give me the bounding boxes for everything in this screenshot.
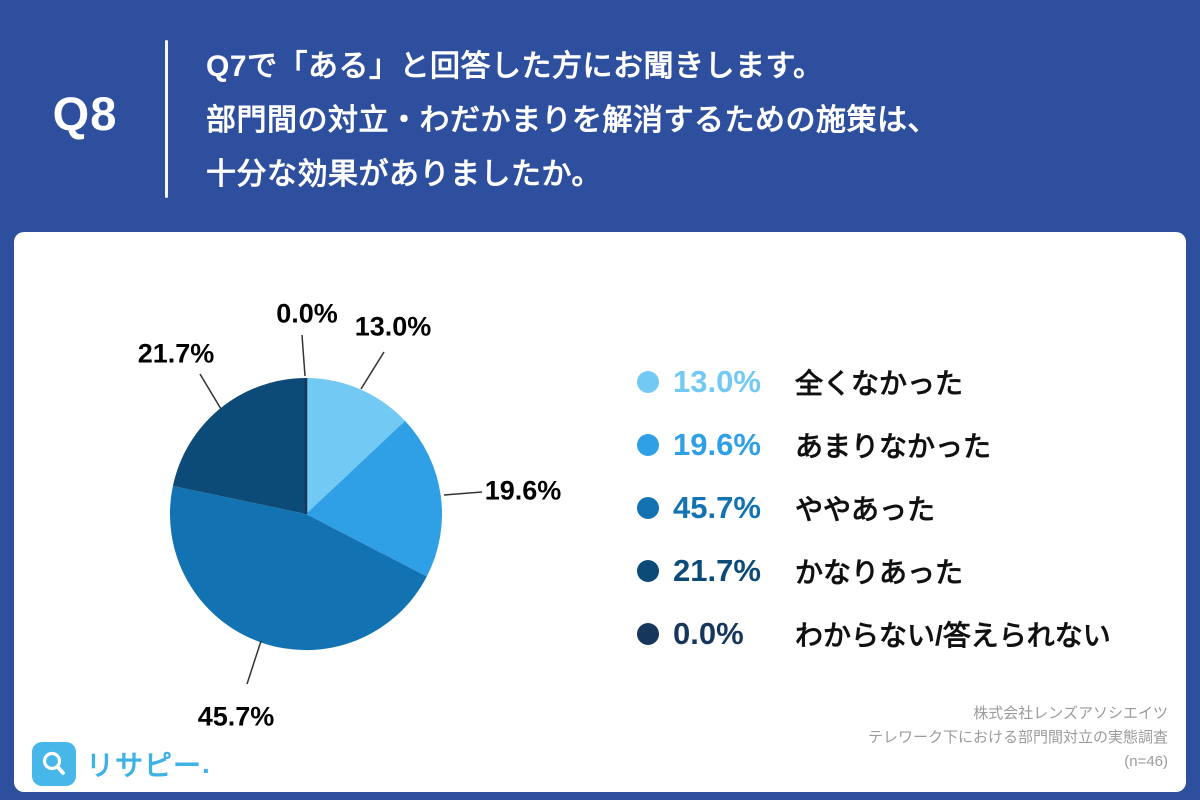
brand-logo: リサピー . — [32, 742, 210, 786]
leader-line — [360, 351, 385, 390]
credit-line-3: (n=46) — [1124, 753, 1168, 770]
leader-line — [246, 640, 262, 685]
leader-line — [443, 491, 483, 496]
source-credit: 株式会社レンズアソシエイツ テレワーク下における部門間対立の実態調査 (n=46… — [868, 702, 1168, 774]
pie-chart-svg — [169, 334, 483, 685]
pie-label-19-6: 19.6% — [484, 475, 562, 506]
legend: 13.0% 全くなかった 19.6% あまりなかった 45.7% ややあった 2… — [637, 350, 1111, 665]
leader-line — [301, 334, 306, 377]
legend-label: わからない/答えられない — [795, 619, 1111, 651]
legend-percent: 45.7% — [673, 489, 761, 525]
header-divider — [165, 40, 168, 198]
legend-row: 13.0% 全くなかった — [637, 350, 1111, 413]
chart-card: 0.0% 13.0% 19.6% 45.7% 21.7% 13.0% 全くなかっ… — [14, 232, 1186, 792]
header: Q8 Q7で「ある」と回答した方にお聞きします。 部門間の対立・わだかまりを解消… — [0, 0, 1200, 232]
question-line-1: Q7で「ある」と回答した方にお聞きします。 — [206, 50, 824, 83]
legend-percent: 21.7% — [673, 552, 761, 588]
legend-row: 45.7% ややあった — [637, 476, 1111, 539]
legend-label: 全くなかった — [795, 367, 964, 399]
logo-dot: . — [202, 748, 210, 779]
legend-label: ややあった — [795, 493, 936, 525]
credit-line-2: テレワーク下における部門間対立の実態調査 — [867, 729, 1168, 746]
pie-slice — [306, 378, 406, 514]
pie-slice — [172, 378, 306, 514]
pie-slice — [169, 486, 427, 651]
pie-label-45-7: 45.7% — [197, 701, 275, 732]
credit-line-1: 株式会社レンズアソシエイツ — [973, 705, 1168, 722]
question-line-3: 十分な効果がありましたか。 — [206, 158, 602, 191]
question-number: Q8 — [52, 87, 118, 140]
legend-dot — [637, 370, 659, 393]
magnifier-icon — [32, 742, 76, 786]
pie-slices — [169, 378, 442, 651]
legend-row: 21.7% かなりあった — [637, 539, 1111, 602]
legend-row: 19.6% あまりなかった — [637, 413, 1111, 476]
pie-slice — [306, 420, 442, 577]
legend-percent: 13.0% — [673, 363, 761, 399]
legend-row: 0.0% わからない/答えられない — [637, 602, 1111, 665]
leader-lines — [199, 334, 483, 685]
question-line-2: 部門間の対立・わだかまりを解消するための施策は、 — [206, 104, 938, 137]
legend-dot — [637, 496, 659, 519]
question-text: Q7で「ある」と回答した方にお聞きします。 部門間の対立・わだかまりを解消するた… — [206, 40, 938, 202]
pie-label-21-7: 21.7% — [137, 338, 215, 369]
pie-label-0-0: 0.0% — [276, 298, 338, 329]
legend-percent: 0.0% — [673, 615, 744, 651]
legend-percent: 19.6% — [673, 426, 761, 462]
legend-dot — [637, 559, 659, 582]
pie-label-13-0: 13.0% — [354, 311, 432, 342]
legend-label: あまりなかった — [795, 430, 992, 462]
logo-text: リサピー — [86, 750, 203, 781]
legend-dot — [637, 622, 659, 645]
legend-label: かなりあった — [795, 556, 964, 588]
leader-line — [199, 373, 222, 410]
legend-dot — [637, 433, 659, 456]
